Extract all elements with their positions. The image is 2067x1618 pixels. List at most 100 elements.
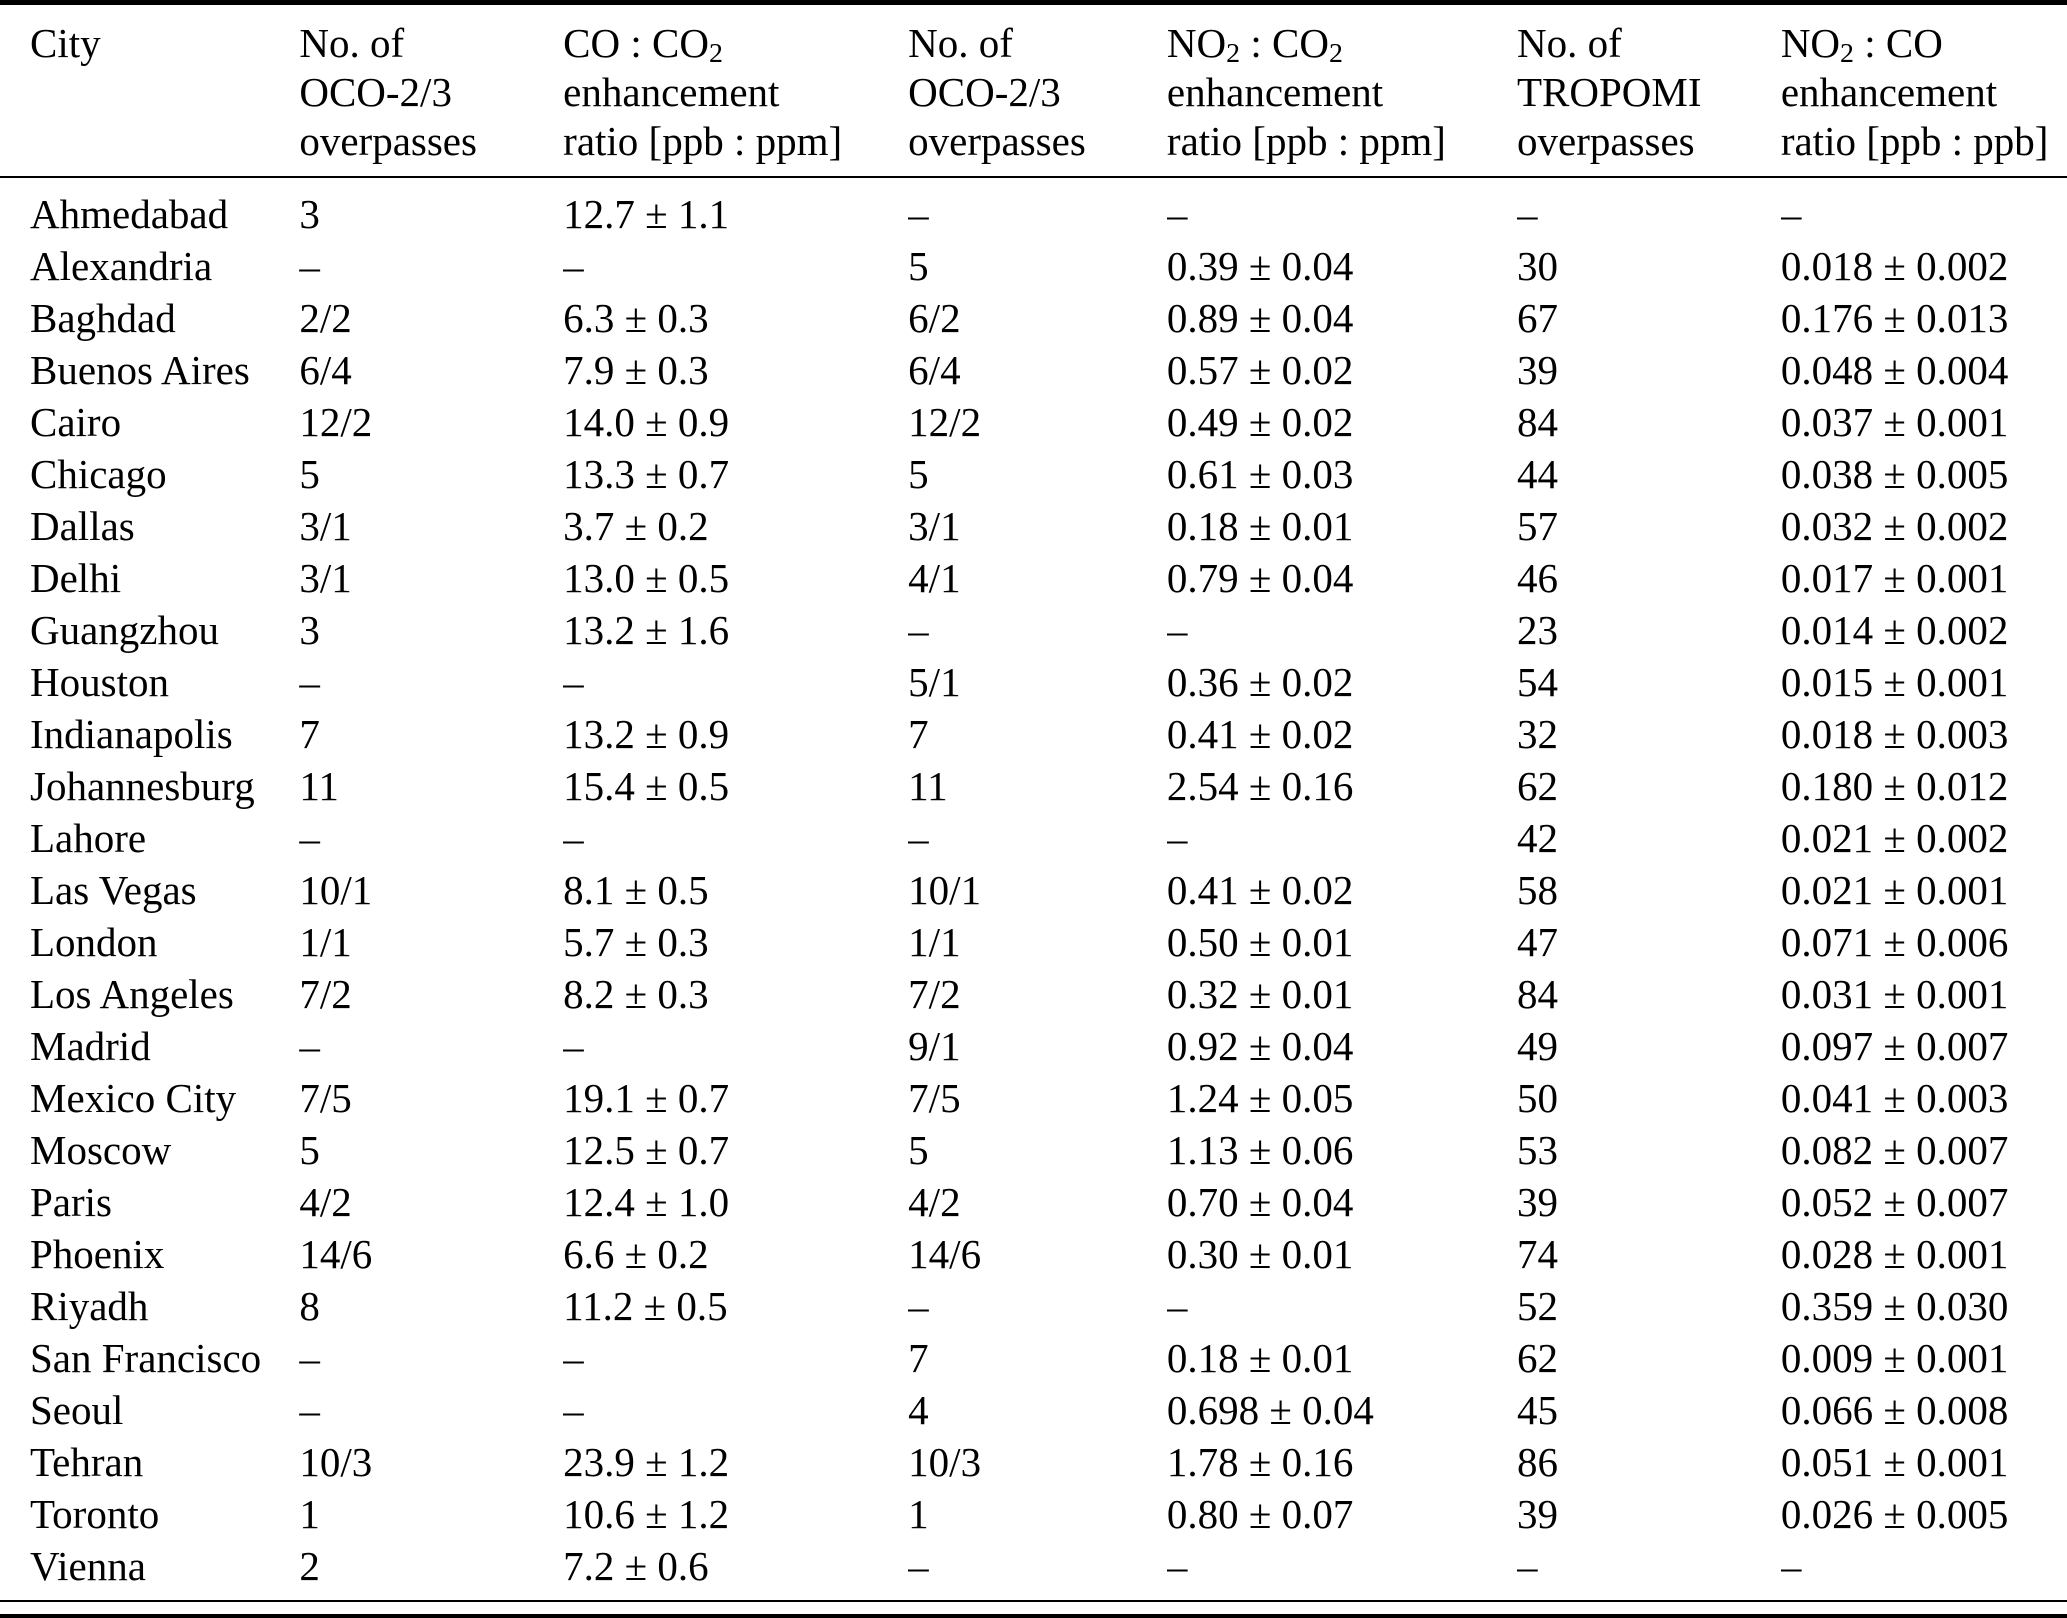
cell-no2_co2_ratio: 0.18 ± 0.01 bbox=[1166, 503, 1354, 549]
cell-no2_co2_ratio: – bbox=[1166, 815, 1188, 861]
cell-oco_overpasses_co: – bbox=[299, 1023, 320, 1069]
cell-city: Dallas bbox=[30, 503, 135, 549]
cell-no2_co_ratio: 0.066 ± 0.008 bbox=[1780, 1387, 2009, 1433]
table-body: Ahmedabad 3 12.7 ± 1.1 – – – – Alexandria – – 5 0.3… bbox=[0, 177, 2067, 1601]
cell-no2_co_ratio: 0.021 ± 0.001 bbox=[1780, 867, 2009, 913]
cell-city: Houston bbox=[30, 659, 169, 705]
cell-no2_co2_ratio: 0.30 ± 0.01 bbox=[1166, 1231, 1354, 1277]
cell-oco_overpasses_co: 7/5 bbox=[299, 1075, 352, 1121]
table-row: San Francisco – –7 0.18 ± 0.01 62 0.009 ± 0.0… bbox=[0, 1332, 2067, 1384]
table-row: Las Vegas 10/1 8.1 ± 0.5 10/1 0.41 ± 0.02 58 0… bbox=[0, 864, 2067, 916]
column-header-city: City bbox=[0, 5, 300, 178]
cell-city: Chicago bbox=[30, 451, 167, 497]
cell-no2_co2_ratio: 0.50 ± 0.01 bbox=[1166, 919, 1354, 965]
column-header-line: OCO-2/3 bbox=[908, 69, 1061, 115]
table-row: Chicago 5 13.3 ± 0.7 5 0.61 ± 0.03 44 0.038 ± … bbox=[0, 448, 2067, 500]
cell-tropomi_overpasses: 52 bbox=[1517, 1283, 1558, 1329]
cell-no2_co2_ratio: – bbox=[1166, 607, 1188, 653]
cell-no2_co_ratio: 0.180 ± 0.012 bbox=[1780, 763, 2009, 809]
cell-city: Lahore bbox=[30, 815, 147, 861]
cell-co_co2_ratio: 14.0 ± 0.9 bbox=[563, 399, 730, 445]
cell-no2_co_ratio: 0.051 ± 0.001 bbox=[1780, 1439, 2009, 1485]
cell-no2_co2_ratio: – bbox=[1166, 1283, 1188, 1329]
cell-no2_co_ratio: 0.176 ± 0.013 bbox=[1780, 295, 2009, 341]
cell-no2_co2_ratio: 0.70 ± 0.04 bbox=[1166, 1179, 1354, 1225]
table-row: Baghdad 2/2 6.3 ± 0.3 6/2 0.89 ± 0.04 67 0.176… bbox=[0, 292, 2067, 344]
cell-tropomi_overpasses: 30 bbox=[1517, 243, 1558, 289]
cell-oco_overpasses_no2: – bbox=[908, 1283, 929, 1329]
cell-tropomi_overpasses: 62 bbox=[1517, 763, 1558, 809]
column-header-no2_co_ratio: NO2 : CO enhancement ratio [ppb : ppb] bbox=[1780, 5, 2067, 178]
cell-no2_co2_ratio: 0.89 ± 0.04 bbox=[1166, 295, 1354, 341]
cell-city: Delhi bbox=[30, 555, 122, 601]
table-row: Phoenix 14/6 6.6 ± 0.2 14/6 0.30 ± 0.01 74 0.0… bbox=[0, 1228, 2067, 1280]
cell-co_co2_ratio: 12.5 ± 0.7 bbox=[563, 1127, 730, 1173]
cell-oco_overpasses_co: 4/2 bbox=[299, 1179, 352, 1225]
cell-tropomi_overpasses: – bbox=[1517, 1543, 1538, 1589]
cell-co_co2_ratio: 19.1 ± 0.7 bbox=[563, 1075, 730, 1121]
table-row: Dallas 3/1 3.7 ± 0.2 3/1 0.18 ± 0.01 57 0.032 … bbox=[0, 500, 2067, 552]
cell-oco_overpasses_co: 6/4 bbox=[299, 347, 352, 393]
cell-co_co2_ratio: 15.4 ± 0.5 bbox=[563, 763, 730, 809]
cell-no2_co_ratio: 0.359 ± 0.030 bbox=[1780, 1283, 2009, 1329]
cell-oco_overpasses_no2: 5 bbox=[908, 243, 929, 289]
city-enhancement-ratio-table: City No. of OCO-2/3 overpasses CO : CO2 enhan… bbox=[0, 5, 2067, 1602]
cell-tropomi_overpasses: 58 bbox=[1517, 867, 1558, 913]
cell-no2_co2_ratio: 1.24 ± 0.05 bbox=[1166, 1075, 1354, 1121]
cell-no2_co2_ratio: 0.36 ± 0.02 bbox=[1166, 659, 1354, 705]
cell-oco_overpasses_no2: 7/2 bbox=[908, 971, 961, 1017]
cell-co_co2_ratio: 13.2 ± 0.9 bbox=[563, 711, 730, 757]
cell-city: Las Vegas bbox=[30, 867, 197, 913]
cell-oco_overpasses_co: 10/1 bbox=[299, 867, 373, 913]
cell-oco_overpasses_co: – bbox=[299, 815, 320, 861]
cell-oco_overpasses_no2: 5 bbox=[908, 451, 929, 497]
cell-no2_co2_ratio: 0.698 ± 0.04 bbox=[1166, 1387, 1374, 1433]
cell-no2_co_ratio: 0.048 ± 0.004 bbox=[1780, 347, 2009, 393]
cell-oco_overpasses_co: 3 bbox=[299, 607, 320, 653]
subscript-2: 2 bbox=[1328, 38, 1343, 70]
cell-oco_overpasses_co: 5 bbox=[299, 451, 320, 497]
cell-oco_overpasses_no2: 6/2 bbox=[908, 295, 961, 341]
column-header-oco_overpasses_co: No. of OCO-2/3 overpasses bbox=[299, 5, 564, 178]
cell-oco_overpasses_no2: 6/4 bbox=[908, 347, 961, 393]
table-row: Johannesburg 11 15.4 ± 0.5 11 2.54 ± 0.16 62 0… bbox=[0, 760, 2067, 812]
cell-oco_overpasses_no2: 4/1 bbox=[908, 555, 961, 601]
cell-oco_overpasses_co: – bbox=[299, 659, 320, 705]
cell-tropomi_overpasses: 53 bbox=[1517, 1127, 1558, 1173]
cell-city: Seoul bbox=[30, 1387, 124, 1433]
cell-tropomi_overpasses: 74 bbox=[1517, 1231, 1558, 1277]
cell-no2_co2_ratio: 2.54 ± 0.16 bbox=[1166, 763, 1354, 809]
cell-no2_co_ratio: 0.071 ± 0.006 bbox=[1780, 919, 2009, 965]
cell-no2_co_ratio: 0.032 ± 0.002 bbox=[1780, 503, 2009, 549]
cell-no2_co_ratio: 0.017 ± 0.001 bbox=[1780, 555, 2009, 601]
cell-no2_co_ratio: 0.018 ± 0.003 bbox=[1780, 711, 2009, 757]
column-header-oco_overpasses_no2: No. of OCO-2/3 overpasses bbox=[908, 5, 1167, 178]
subscript-2: 2 bbox=[1226, 38, 1241, 70]
cell-tropomi_overpasses: 84 bbox=[1517, 971, 1558, 1017]
cell-no2_co2_ratio: 1.78 ± 0.16 bbox=[1166, 1439, 1354, 1485]
cell-city: Paris bbox=[30, 1179, 112, 1225]
column-header-line: No. of bbox=[908, 20, 1013, 66]
column-header-line: overpasses bbox=[299, 118, 477, 164]
table-row: Paris 4/2 12.4 ± 1.0 4/2 0.70 ± 0.04 39 0.052 … bbox=[0, 1176, 2067, 1228]
cell-city: Alexandria bbox=[30, 243, 213, 289]
cell-co_co2_ratio: – bbox=[563, 243, 584, 289]
cell-oco_overpasses_co: 3/1 bbox=[299, 555, 352, 601]
table-row: Mexico City 7/5 19.1 ± 0.7 7/5 1.24 ± 0.05 50… bbox=[0, 1072, 2067, 1124]
cell-no2_co2_ratio: 0.61 ± 0.03 bbox=[1166, 451, 1354, 497]
column-header-line: ratio [ppb : ppm] bbox=[563, 118, 843, 164]
cell-oco_overpasses_no2: 7 bbox=[908, 1335, 929, 1381]
column-header-no2_co2_ratio: NO2 : CO2 enhancement ratio [ppb : ppm] bbox=[1166, 5, 1517, 178]
cell-no2_co_ratio: 0.097 ± 0.007 bbox=[1780, 1023, 2009, 1069]
cell-tropomi_overpasses: 46 bbox=[1517, 555, 1558, 601]
table-row: Delhi 3/1 13.0 ± 0.5 4/1 0.79 ± 0.04 46 0.017 … bbox=[0, 552, 2067, 604]
table-head: City No. of OCO-2/3 overpasses CO : CO2 enhan… bbox=[0, 5, 2067, 178]
cell-tropomi_overpasses: 84 bbox=[1517, 399, 1558, 445]
cell-no2_co_ratio: 0.015 ± 0.001 bbox=[1780, 659, 2009, 705]
table-row: Indianapolis 7 13.2 ± 0.9 7 0.41 ± 0.02 32 0.0… bbox=[0, 708, 2067, 760]
cell-oco_overpasses_co: 10/3 bbox=[299, 1439, 373, 1485]
column-header-tropomi_overpasses: No. of TROPOMI overpasses bbox=[1517, 5, 1781, 178]
cell-oco_overpasses_co: 3/1 bbox=[299, 503, 352, 549]
cell-tropomi_overpasses: 39 bbox=[1517, 1179, 1558, 1225]
